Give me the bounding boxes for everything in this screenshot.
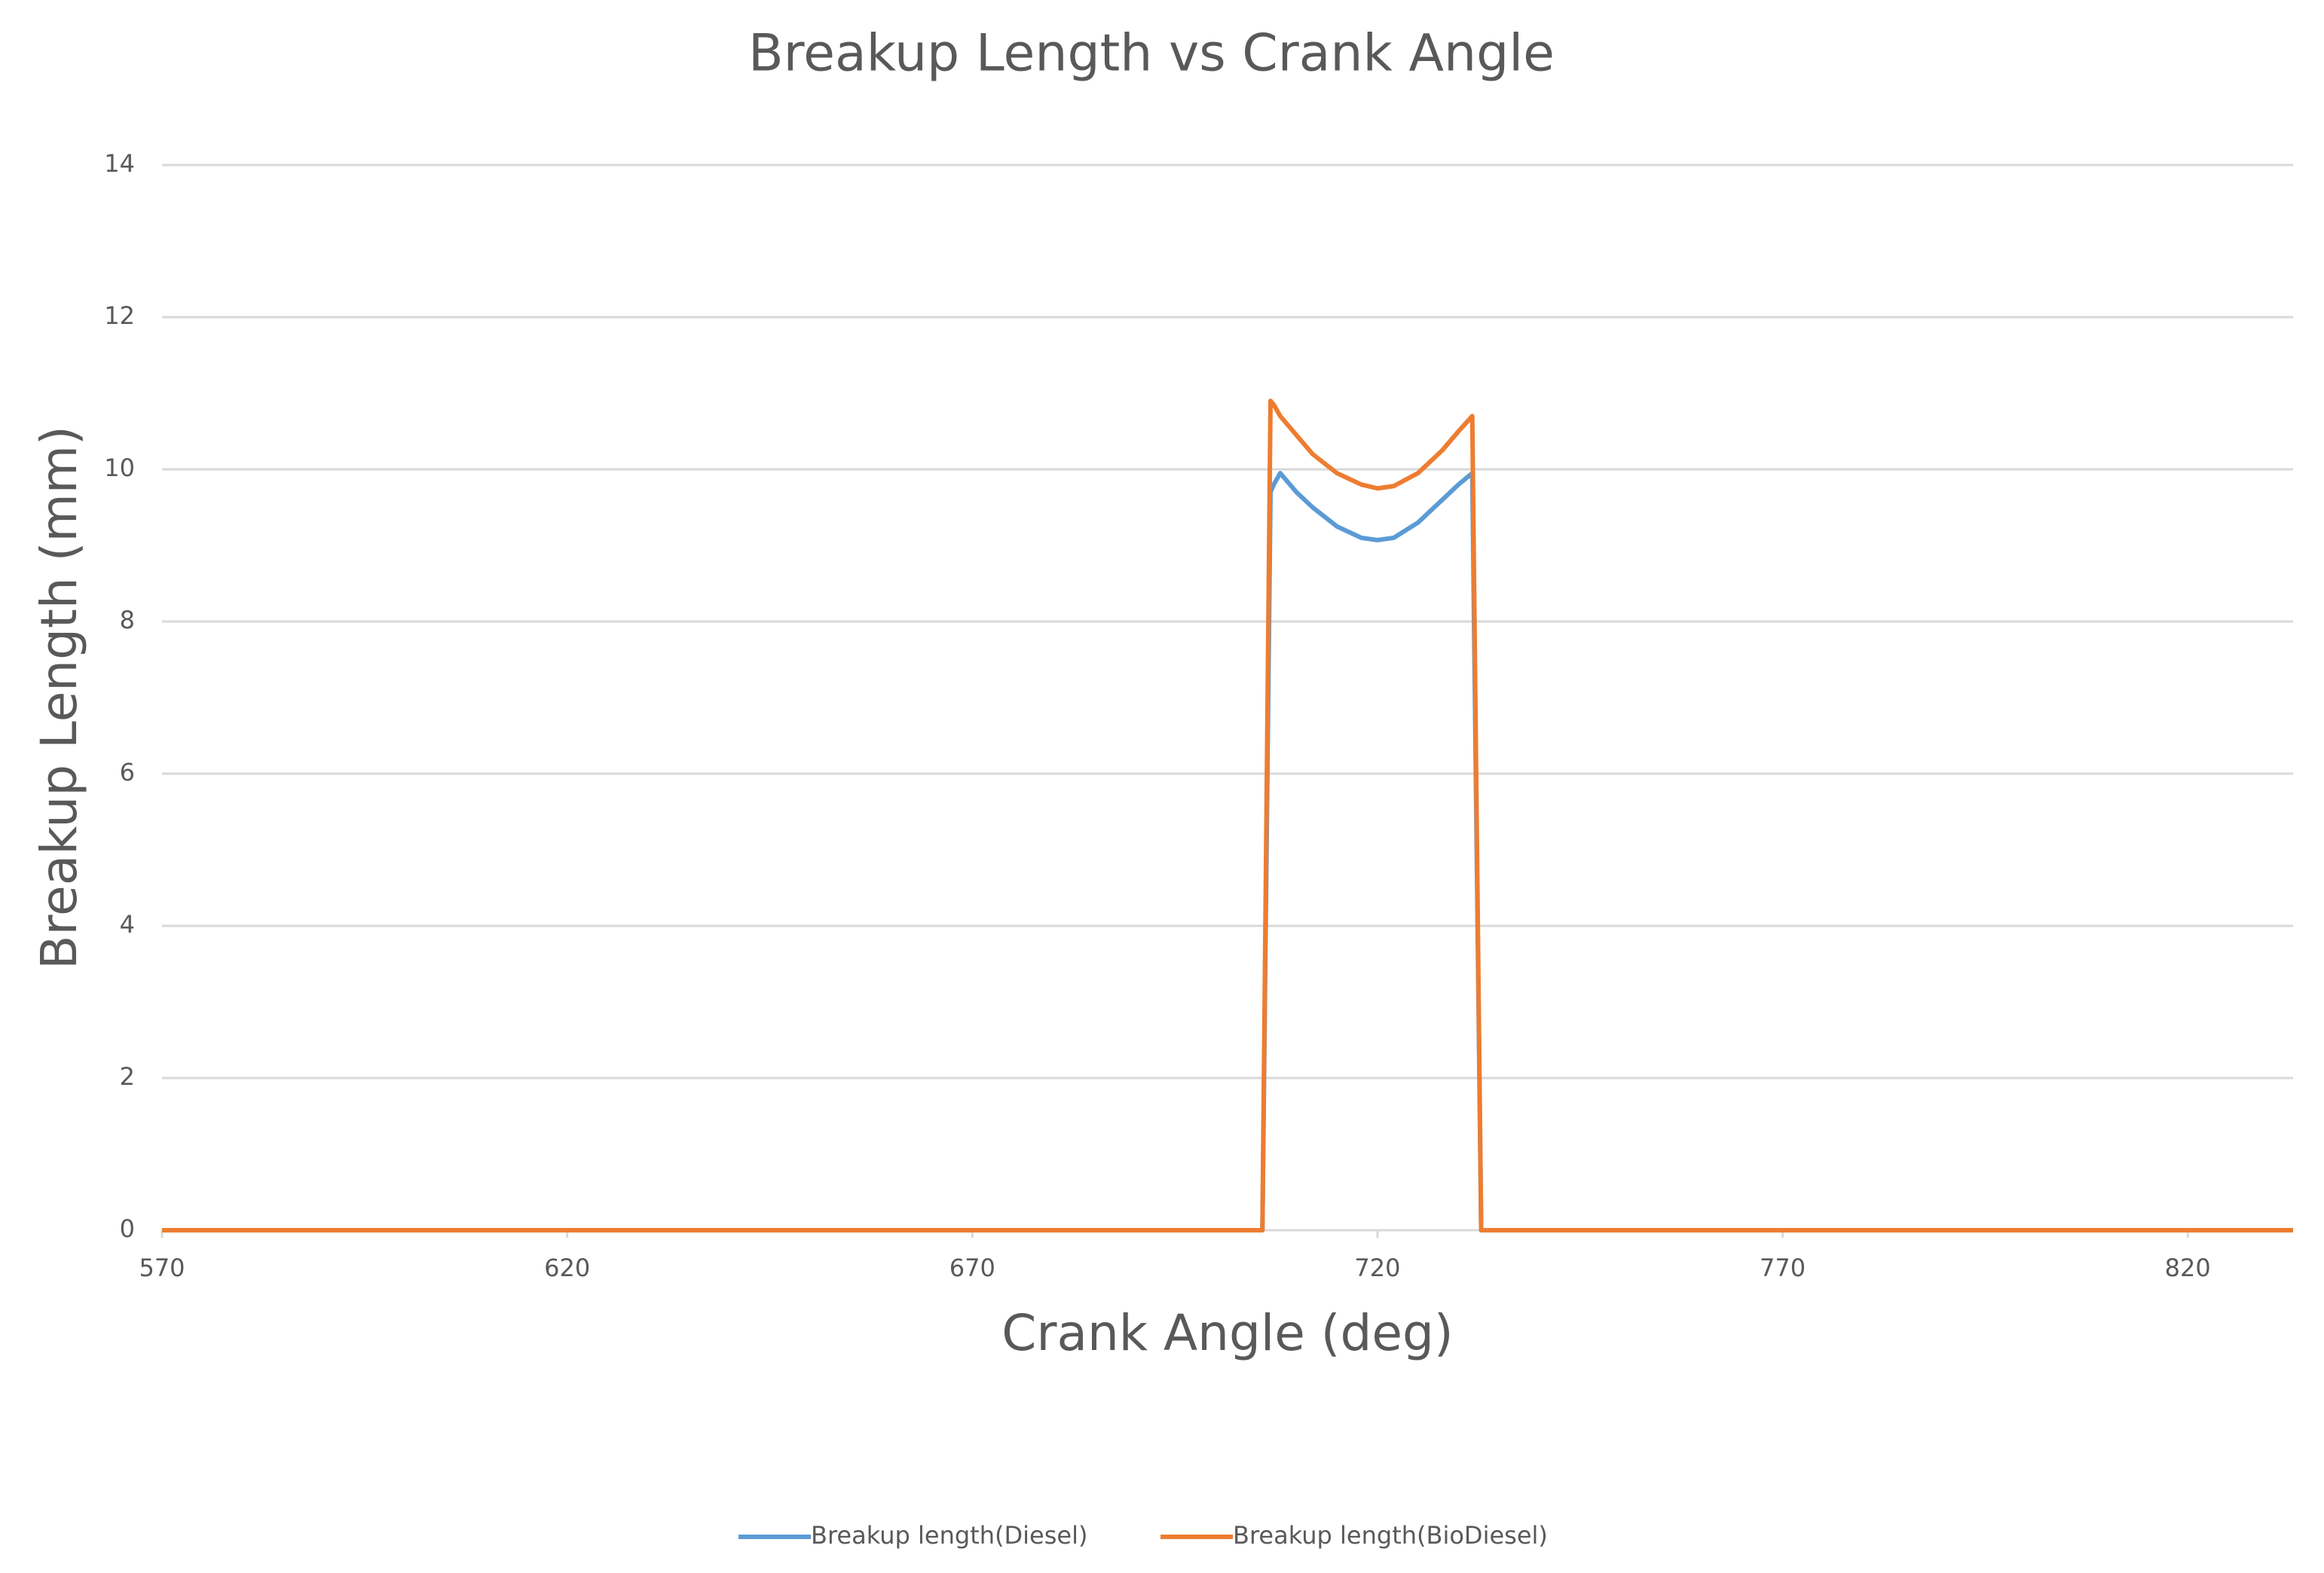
y-tick-label: 0 bbox=[120, 1214, 135, 1243]
y-tick-label: 14 bbox=[104, 149, 135, 178]
x-tick-label: 570 bbox=[139, 1254, 185, 1282]
x-tick-label: 670 bbox=[949, 1254, 995, 1282]
chart-title: Breakup Length vs Crank Angle bbox=[748, 24, 1555, 84]
y-axis-title: Breakup Length (mm) bbox=[30, 426, 88, 970]
series-line bbox=[162, 471, 2293, 1232]
x-tick-label: 620 bbox=[544, 1254, 590, 1282]
legend-label: Breakup length(Diesel) bbox=[811, 1521, 1087, 1550]
x-axis-title: Crank Angle (deg) bbox=[1001, 1304, 1453, 1362]
x-tick-label: 720 bbox=[1354, 1254, 1400, 1282]
y-tick-label: 12 bbox=[104, 301, 135, 330]
legend-label: Breakup length(BioDiesel) bbox=[1233, 1521, 1548, 1550]
x-tick-label: 820 bbox=[2165, 1254, 2211, 1282]
y-tick-label: 6 bbox=[120, 758, 135, 786]
series-line bbox=[162, 399, 2293, 1232]
y-tick-label: 10 bbox=[104, 454, 135, 482]
x-tick-label: 770 bbox=[1760, 1254, 1806, 1282]
y-tick-label: 4 bbox=[120, 910, 135, 939]
y-tick-label: 8 bbox=[120, 606, 135, 634]
y-tick-label: 2 bbox=[120, 1062, 135, 1091]
